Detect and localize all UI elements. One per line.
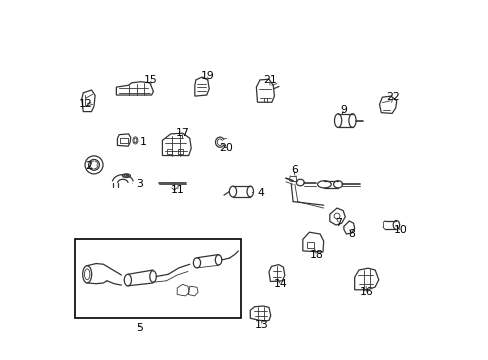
Text: 16: 16	[359, 287, 372, 297]
Text: 12: 12	[79, 99, 93, 109]
Text: 18: 18	[309, 250, 323, 260]
Text: 14: 14	[273, 279, 287, 289]
Text: 15: 15	[144, 75, 158, 85]
Text: 22: 22	[385, 92, 399, 102]
Text: 11: 11	[171, 185, 184, 195]
Text: 3: 3	[132, 179, 143, 189]
Text: 13: 13	[254, 320, 268, 330]
Bar	[178, 149, 183, 154]
Text: 17: 17	[175, 128, 189, 138]
Text: 9: 9	[339, 105, 346, 115]
Text: 5: 5	[136, 323, 143, 333]
Text: 2: 2	[85, 161, 97, 171]
Text: 7: 7	[335, 218, 342, 228]
Text: 1: 1	[136, 137, 147, 147]
Text: 19: 19	[201, 71, 214, 81]
Text: 6: 6	[291, 165, 298, 175]
Text: 10: 10	[393, 225, 407, 235]
Bar	[167, 149, 172, 154]
Text: 21: 21	[263, 75, 277, 85]
Bar	[306, 242, 314, 248]
Text: 4: 4	[252, 188, 264, 198]
Text: 20: 20	[219, 143, 232, 153]
Text: 8: 8	[347, 229, 354, 239]
Bar	[75, 239, 241, 318]
